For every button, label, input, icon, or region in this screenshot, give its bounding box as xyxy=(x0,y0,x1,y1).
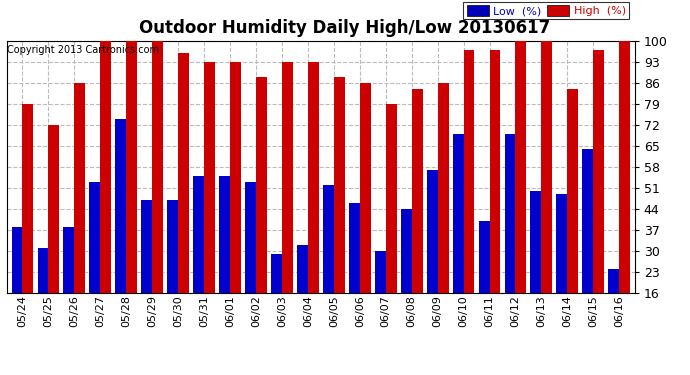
Bar xyxy=(619,41,630,292)
Bar xyxy=(359,83,371,292)
Bar xyxy=(282,62,293,292)
Bar xyxy=(141,200,152,292)
Bar xyxy=(167,200,178,292)
Bar xyxy=(453,134,464,292)
Bar xyxy=(489,50,500,292)
Bar xyxy=(609,268,619,292)
Bar xyxy=(556,194,567,292)
Bar xyxy=(115,119,126,292)
Legend: Low  (%), High  (%): Low (%), High (%) xyxy=(463,2,629,20)
Bar xyxy=(504,134,515,292)
Text: Copyright 2013 Cartronics.com: Copyright 2013 Cartronics.com xyxy=(7,45,159,55)
Bar xyxy=(100,41,111,292)
Bar xyxy=(297,244,308,292)
Bar xyxy=(308,62,319,292)
Bar xyxy=(437,83,448,292)
Bar xyxy=(152,41,163,292)
Bar xyxy=(426,170,437,292)
Bar xyxy=(48,125,59,292)
Bar xyxy=(464,50,475,292)
Bar xyxy=(412,89,422,292)
Bar xyxy=(323,185,334,292)
Bar xyxy=(531,191,542,292)
Bar xyxy=(245,182,256,292)
Bar xyxy=(37,248,48,292)
Bar xyxy=(256,77,267,292)
Bar xyxy=(230,62,241,292)
Bar xyxy=(334,77,345,292)
Text: Outdoor Humidity Daily High/Low 20130617: Outdoor Humidity Daily High/Low 20130617 xyxy=(139,19,551,37)
Bar xyxy=(479,221,489,292)
Bar xyxy=(582,149,593,292)
Bar xyxy=(193,176,204,292)
Bar xyxy=(349,203,359,292)
Bar xyxy=(63,227,75,292)
Bar xyxy=(178,53,189,292)
Bar xyxy=(204,62,215,292)
Bar xyxy=(219,176,230,292)
Bar xyxy=(75,83,86,292)
Bar xyxy=(375,251,386,292)
Bar xyxy=(567,89,578,292)
Bar xyxy=(401,209,412,292)
Bar xyxy=(515,41,526,292)
Bar xyxy=(90,182,100,292)
Bar xyxy=(23,104,33,292)
Bar xyxy=(271,254,282,292)
Bar xyxy=(542,41,552,292)
Bar xyxy=(12,227,23,292)
Bar xyxy=(126,41,137,292)
Bar xyxy=(593,50,604,292)
Bar xyxy=(386,104,397,292)
